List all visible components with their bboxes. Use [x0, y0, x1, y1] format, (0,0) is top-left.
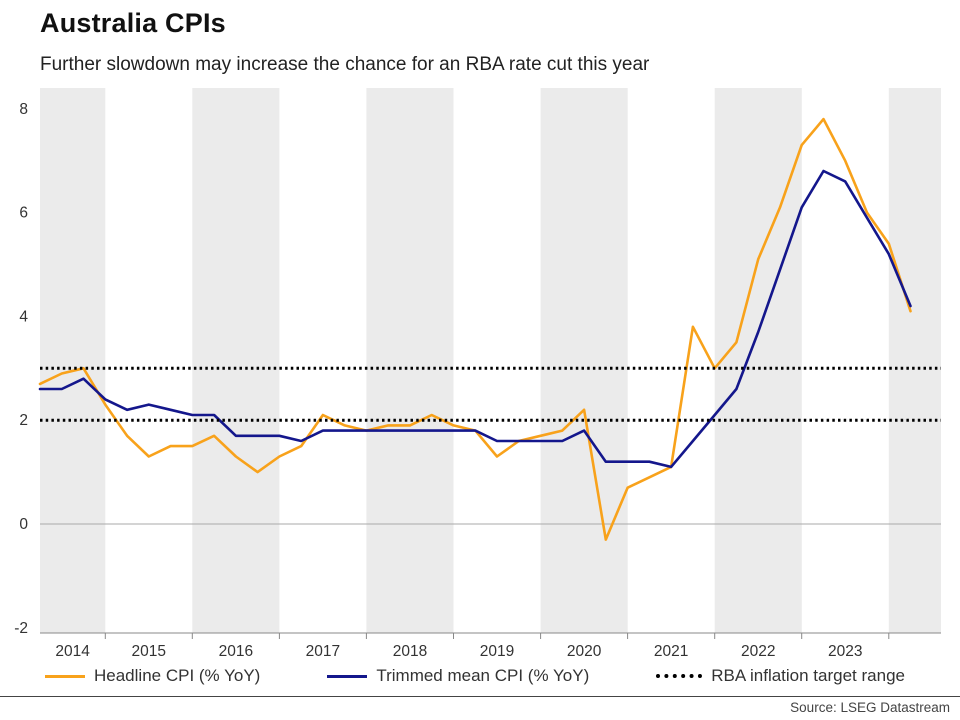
chart-subtitle: Further slowdown may increase the chance…	[40, 54, 650, 75]
legend-item-target-range: RBA inflation target range	[656, 666, 905, 686]
x-tick-label: 2022	[741, 643, 775, 660]
x-tick-label: 2021	[654, 643, 688, 660]
year-band	[714, 88, 802, 633]
headline-line-swatch	[45, 674, 85, 678]
x-tick-label: 2017	[306, 643, 340, 660]
x-tick-label: 2015	[132, 643, 166, 660]
x-tick-label: 2019	[480, 643, 514, 660]
year-band	[888, 88, 941, 633]
y-tick-label: 8	[19, 101, 28, 118]
footer-divider	[0, 696, 960, 697]
x-tick-label: 2023	[828, 643, 862, 660]
x-tick-label: 2018	[393, 643, 427, 660]
trimmed-mean-line-swatch	[327, 674, 368, 678]
y-tick-label: -2	[14, 620, 28, 637]
legend-item-headline: Headline CPI (% YoY)	[45, 666, 260, 686]
legend-label-target-range: RBA inflation target range	[711, 666, 905, 685]
year-band	[40, 88, 106, 633]
y-tick-label: 4	[19, 308, 28, 325]
target-range-line-swatch	[656, 674, 703, 678]
legend-label-headline: Headline CPI (% YoY)	[94, 666, 261, 685]
year-band	[192, 88, 280, 633]
legend-label-trimmed-mean: Trimmed mean CPI (% YoY)	[376, 666, 590, 685]
chart-title: Australia CPIs	[40, 8, 226, 38]
y-tick-label: 2	[19, 412, 28, 429]
x-tick-label: 2020	[567, 643, 602, 660]
y-tick-label: 0	[19, 516, 28, 533]
trimmed-mean-cpi-line	[38, 169, 912, 469]
y-tick-label: 6	[19, 205, 28, 222]
year-band	[540, 88, 628, 633]
legend-item-trimmed-mean: Trimmed mean CPI (% YoY)	[327, 666, 589, 686]
year-band	[366, 88, 454, 633]
x-tick-label: 2014	[55, 643, 90, 660]
source-note: Source: LSEG Datastream	[790, 700, 950, 715]
x-tick-label: 2016	[219, 643, 253, 660]
legend: Headline CPI (% YoY) Trimmed mean CPI (%…	[0, 666, 960, 686]
